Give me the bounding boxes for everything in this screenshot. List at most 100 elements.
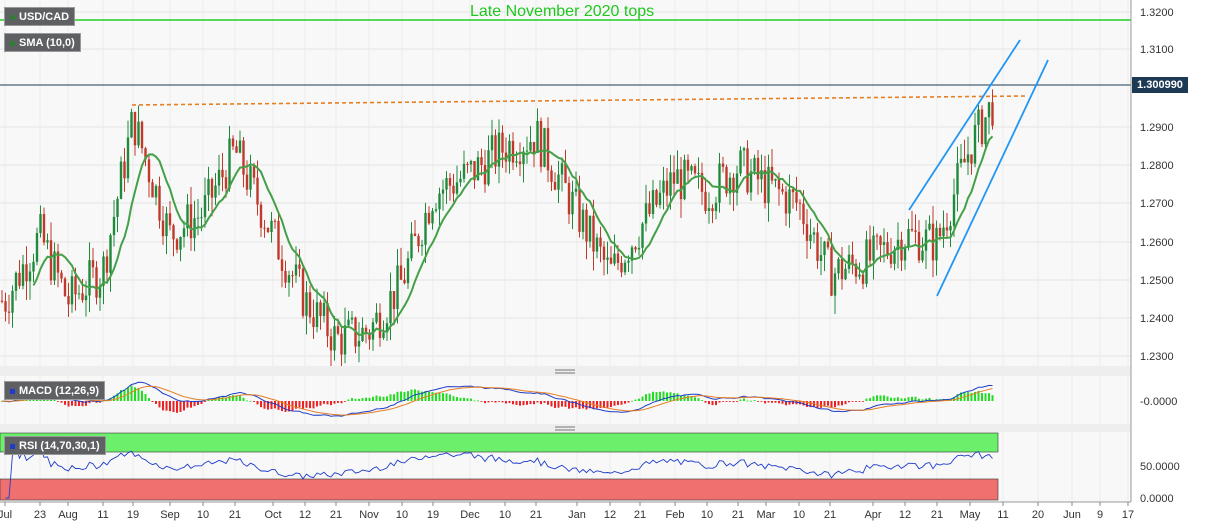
candle-body: [903, 246, 907, 261]
sma-tag[interactable]: SMA (10,0): [4, 33, 81, 52]
x-tick-label: 12: [899, 509, 911, 521]
macd-histogram-bar: [361, 397, 364, 401]
candle-body: [63, 278, 67, 297]
macd-histogram-bar: [753, 400, 756, 401]
macd-histogram-bar: [172, 401, 175, 413]
sma-line: [32, 135, 994, 337]
y-tick-label: 1.3200: [1140, 7, 1174, 19]
macd-histogram-bar: [809, 401, 812, 408]
macd-histogram-bar: [883, 395, 885, 401]
candle-body: [462, 163, 466, 179]
macd-histogram-bar: [473, 400, 476, 402]
candle-body: [700, 172, 704, 192]
x-tick-label: Mar: [757, 509, 776, 521]
macd-divider[interactable]: [0, 366, 1131, 376]
candle-body: [224, 177, 228, 189]
macd-histogram-bar: [785, 401, 787, 406]
macd-histogram-bar: [624, 401, 626, 404]
candle-body: [595, 237, 599, 252]
candle-body: [889, 254, 893, 264]
macd-histogram-bar: [743, 398, 745, 401]
macd-histogram-bar: [792, 401, 794, 405]
macd-histogram-bar: [764, 401, 766, 404]
candle-body: [189, 204, 193, 239]
candle-body: [872, 235, 875, 261]
candle-body: [476, 157, 480, 181]
macd-histogram-bar: [568, 401, 570, 409]
macd-histogram-bar: [788, 401, 791, 405]
macd-tag[interactable]: MACD (12,26,9): [4, 381, 106, 400]
symbol-label: USD/CAD: [19, 11, 70, 23]
macd-histogram-bar: [428, 391, 430, 401]
y-tick-label: 1.2700: [1140, 198, 1174, 210]
macd-histogram-bar: [445, 393, 448, 401]
candle-body: [970, 154, 973, 164]
macd-histogram-bar: [421, 391, 423, 401]
macd-line: [1, 381, 993, 417]
candle-body: [228, 138, 231, 189]
candle-body: [935, 227, 938, 261]
candle-body: [637, 247, 641, 250]
candle-body: [242, 140, 245, 175]
candle-body: [284, 270, 287, 283]
candle-body: [403, 279, 406, 284]
candle-body: [399, 265, 403, 280]
candle-body: [350, 317, 354, 320]
candle-body: [847, 254, 851, 269]
macd-histogram-bar: [288, 401, 290, 412]
candle-body: [676, 169, 679, 184]
indicator-tick-label: -0.0000: [1140, 396, 1177, 408]
macd-histogram-bar: [137, 387, 140, 401]
macd-histogram-bar: [960, 392, 962, 401]
rsi-divider[interactable]: [0, 424, 1131, 432]
macd-histogram-bar: [431, 392, 434, 401]
macd-histogram-bar: [158, 401, 161, 408]
macd-histogram-bar: [862, 401, 864, 402]
candle-body: [753, 157, 756, 172]
candle-body: [364, 327, 368, 334]
candle-body: [536, 120, 539, 153]
macd-histogram-bar: [116, 393, 119, 401]
macd-histogram-bar: [204, 401, 206, 402]
candle-body: [434, 209, 438, 211]
macd-histogram-bar: [295, 401, 297, 409]
candle-body: [252, 166, 256, 178]
candle-body: [455, 182, 459, 194]
x-tick-label: 10: [499, 509, 511, 521]
candle-body: [739, 150, 742, 174]
symbol-tag[interactable]: USD/CAD: [4, 7, 76, 26]
macd-histogram-bar: [312, 401, 315, 409]
candle-body: [553, 181, 557, 190]
x-tick-label: 23: [34, 509, 46, 521]
y-tick-label: 1.2900: [1140, 122, 1174, 134]
candle-body: [151, 182, 154, 198]
macd-histogram-bar: [655, 392, 658, 401]
candle-body: [620, 262, 623, 273]
macd-histogram-bar: [477, 400, 479, 402]
rsi-tag[interactable]: RSI (14,70,30,1): [4, 436, 106, 455]
candle-body: [571, 191, 574, 215]
y-tick-label: 1.2600: [1140, 237, 1174, 249]
macd-histogram-bar: [71, 401, 73, 406]
macd-histogram-bar: [242, 397, 245, 401]
candle-body: [760, 169, 763, 180]
candle-body: [588, 215, 592, 242]
candle-body: [644, 203, 648, 224]
macd-histogram-bar: [515, 401, 518, 405]
macd-histogram-bar: [666, 392, 668, 401]
candle-body: [623, 262, 627, 273]
macd-histogram-bar: [179, 401, 182, 412]
candle-body: [914, 230, 917, 232]
candle-body: [693, 166, 697, 174]
macd-histogram-bar: [904, 398, 906, 401]
candle-body: [634, 247, 637, 250]
candle-body: [266, 227, 270, 232]
macd-histogram-bar: [284, 401, 287, 412]
x-tick-label: 21: [931, 509, 943, 521]
candle-body: [210, 178, 214, 198]
macd-histogram-bar: [78, 401, 80, 407]
candle-body: [662, 180, 665, 193]
candle-body: [343, 325, 347, 355]
x-tick-label: 10: [197, 509, 209, 521]
